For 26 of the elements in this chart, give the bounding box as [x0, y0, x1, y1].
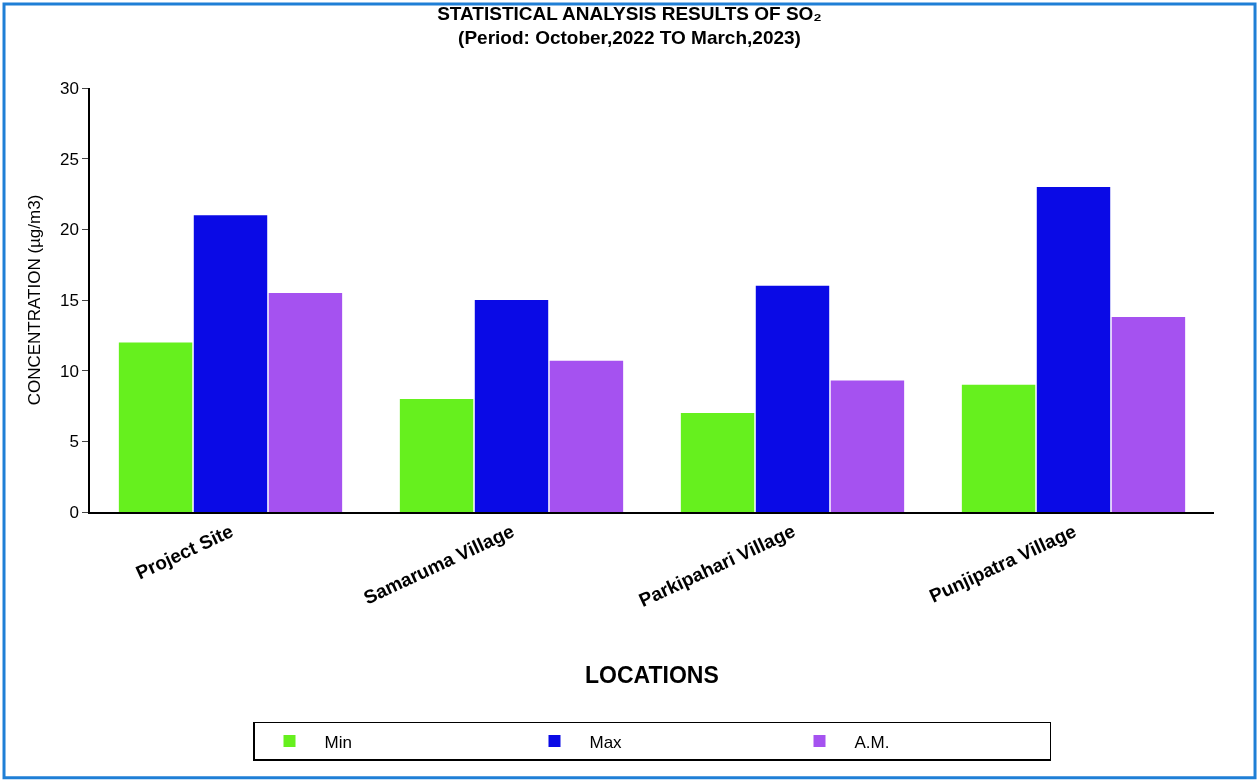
bar: [193, 215, 268, 512]
y-tick-label: 5: [69, 432, 79, 452]
bar: [680, 413, 755, 512]
y-tick-label: 0: [69, 502, 79, 522]
bar: [268, 292, 343, 512]
bar: [549, 360, 624, 512]
y-tick-label: 25: [59, 149, 79, 169]
bar: [399, 398, 474, 512]
y-tick-label: 15: [59, 290, 79, 310]
bar: [1111, 316, 1186, 512]
y-axis-title: CONCENTRATION (µg/m3): [24, 194, 44, 406]
bar: [755, 285, 830, 512]
legend-label: A.M.: [854, 732, 890, 752]
y-tick-label: 20: [59, 220, 79, 240]
bar: [830, 380, 905, 512]
bar: [961, 384, 1036, 512]
y-tick-label: 10: [59, 361, 79, 381]
chart-subtitle: (Period: October,2022 TO March,2023): [458, 27, 801, 49]
chart-title: STATISTICAL ANALYSIS RESULTS OF SO₂: [437, 2, 822, 24]
bar: [1036, 186, 1111, 512]
legend-label: Max: [589, 732, 623, 752]
x-axis-title: LOCATIONS: [585, 662, 719, 688]
bar: [118, 342, 193, 512]
y-tick-label: 30: [59, 78, 79, 98]
bar: [474, 300, 549, 512]
legend-label: Min: [324, 732, 352, 752]
